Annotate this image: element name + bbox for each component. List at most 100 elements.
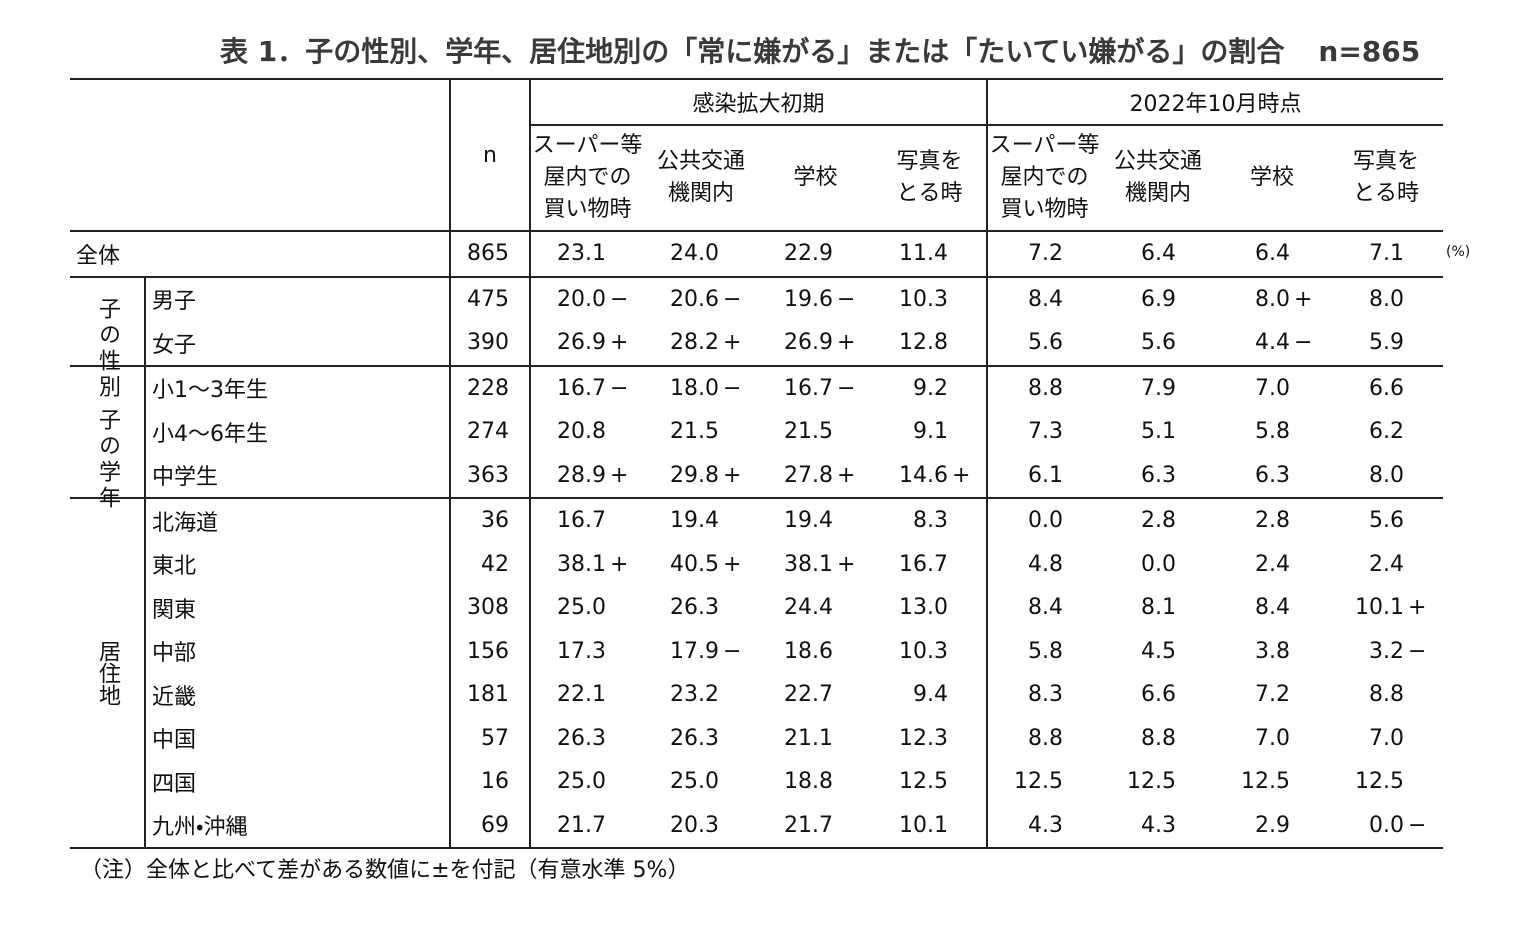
value: 25.0 (557, 769, 606, 795)
value: 6.6 (1369, 375, 1405, 401)
value-cell: 21.5 (644, 410, 758, 454)
value: 21.7 (784, 812, 833, 838)
value-cell: 7.3 (986, 410, 1102, 454)
value-cell: 18.8 (758, 760, 873, 804)
value: 3.2 (1369, 638, 1405, 664)
value-cell: 11.4 (873, 231, 988, 278)
n-cell: 57 (449, 716, 530, 760)
column-header: 写真を とる時 (1329, 125, 1444, 232)
value: 8.4 (1028, 286, 1064, 312)
value: 2.8 (1255, 508, 1291, 534)
value-cell: 8.8 (1101, 717, 1215, 761)
value-cell: 6.3 (1215, 453, 1330, 499)
significance-mark: + (1294, 286, 1313, 312)
value-cell: 0.0− (1329, 803, 1444, 849)
value: 0.0 (1369, 812, 1405, 838)
title-n: n=865 (1318, 35, 1421, 68)
value-cell: 23.2 (644, 673, 758, 717)
value-cell: 22.9 (758, 231, 873, 278)
value: 19.4 (670, 508, 719, 534)
value-cell: 2.4 (1329, 543, 1443, 587)
row-label: 全体 (70, 231, 450, 278)
n-cell: 36 (449, 498, 530, 543)
row-label: 中学生 (144, 453, 450, 499)
value-cell: 7.1 (1329, 231, 1444, 278)
value-cell: 6.9 (1101, 277, 1215, 322)
data-row: 九州・沖縄 69 21.7 20.3 21.7 10.1 4.3 4.3 2.9 0.0− (70, 803, 1444, 849)
value: 6.6 (1141, 682, 1177, 708)
value-cell: 20.6− (644, 277, 758, 322)
table: n 感染拡大初期 2022年10月時点 スーパー等 屋内での 買い物時 公共交通 機関内… (70, 78, 1444, 849)
value-cell: 17.3 (529, 629, 644, 673)
value-cell: 6.6 (1101, 673, 1215, 717)
significance-mark: + (610, 330, 629, 356)
n-cell: 156 (449, 629, 530, 673)
value: 16.7 (557, 375, 606, 401)
value-cell: 16.7 (529, 498, 644, 543)
value: 12.5 (899, 769, 948, 795)
value: 19.6 (784, 286, 833, 312)
title-text: 表 1．子の性別、学年、居住地別の「常に嫌がる」または「たいてい嫌がる」の割合 (220, 35, 1285, 68)
value-cell: 12.5 (1329, 760, 1443, 804)
value-cell: 26.3 (644, 586, 758, 630)
unit: (%) (1446, 244, 1471, 260)
value: 10.3 (899, 638, 948, 664)
value-cell: 19.6− (758, 277, 873, 322)
significance-mark: − (837, 375, 856, 401)
value-cell: 5.1 (1101, 410, 1215, 454)
value-cell: 38.1 + (529, 542, 644, 586)
group-header: 感染拡大初期 (528, 78, 988, 126)
value: 38.1 (784, 551, 833, 577)
value: 2.8 (1141, 508, 1177, 534)
value: 8.1 (1141, 595, 1177, 621)
n-cell: 274 (449, 410, 530, 454)
value-cell: 4.5 (1101, 630, 1215, 674)
value-cell: 25.0 (529, 586, 644, 630)
significance-mark: − (723, 286, 742, 312)
value-cell: 38.1 + (758, 543, 873, 587)
value: 21.7 (557, 812, 606, 838)
value-cell: 7.0 (1329, 717, 1443, 761)
value: 25.0 (557, 595, 606, 621)
value-cell: 8.0 (1329, 453, 1444, 499)
value: 9.1 (913, 419, 948, 445)
value: 28.2 (670, 330, 719, 356)
value: 5.8 (1255, 419, 1291, 445)
row-label: 男子 (144, 276, 450, 321)
n-cell: 181 (449, 673, 530, 717)
value: 20.8 (557, 419, 606, 445)
value: 6.1 (1028, 462, 1064, 488)
significance-mark: − (1408, 812, 1427, 838)
value: 6.3 (1255, 462, 1291, 488)
value: 10.1 (1355, 595, 1405, 621)
value-cell: 6.4 (1101, 231, 1216, 278)
value-cell: 8.0 (1329, 277, 1443, 322)
value-cell: 8.4 (986, 586, 1102, 630)
column-header: スーパー等 屋内での 買い物時 (529, 125, 644, 232)
n-cell: 69 (449, 803, 530, 849)
value-cell: 19.4 (644, 498, 758, 543)
value: 2.4 (1255, 551, 1291, 577)
value-cell: 6.4 (1215, 231, 1330, 278)
value: 10.1 (899, 812, 948, 838)
row-label: 関東 (144, 586, 450, 630)
value: 8.8 (1028, 375, 1064, 401)
value-cell: 12.3 (873, 717, 987, 761)
value: 0.0 (1028, 508, 1064, 534)
value: 28.9 (557, 462, 606, 488)
n-cell: 308 (449, 586, 530, 630)
value: 8.3 (913, 508, 948, 534)
n-cell: 475 (449, 276, 530, 321)
value-cell: 18.0− (644, 366, 758, 411)
significance-mark: + (837, 330, 856, 356)
value-cell: 7.2 (1215, 673, 1329, 717)
value-cell: 2.8 (1101, 498, 1215, 543)
value-cell: 7.9 (1101, 366, 1215, 411)
value-cell: 12.5 (873, 760, 987, 804)
value: 9.4 (913, 682, 948, 708)
significance-mark: − (723, 375, 742, 401)
n-cell: 363 (449, 453, 530, 499)
row-label: 近畿 (144, 673, 450, 717)
value-cell: 5.9 (1329, 321, 1444, 367)
